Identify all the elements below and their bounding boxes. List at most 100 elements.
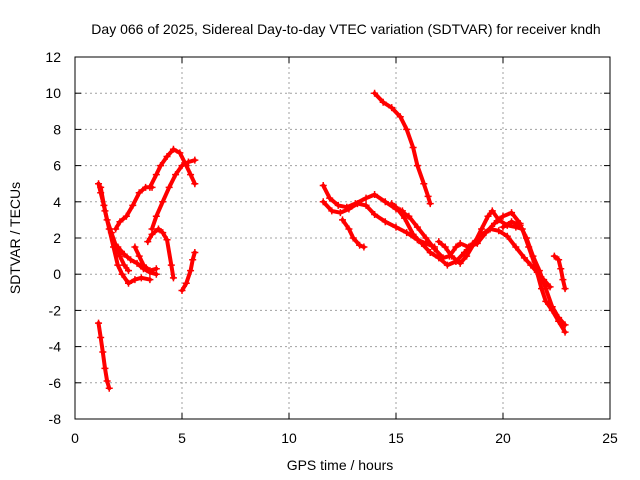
data-point (187, 267, 195, 275)
data-point (178, 162, 186, 170)
data-point (152, 265, 160, 273)
data-point (392, 203, 400, 211)
data-point (371, 191, 379, 199)
data-point (426, 248, 434, 256)
data-point (112, 225, 120, 233)
x-tick-label: 20 (495, 430, 511, 446)
data-point (135, 189, 143, 197)
data-point (103, 377, 111, 385)
data-point (463, 252, 471, 260)
data-point (163, 236, 171, 244)
data-point (499, 223, 507, 231)
data-point (101, 207, 109, 215)
data-point (413, 162, 421, 170)
data-point (405, 212, 413, 220)
y-tick-label: -2 (49, 302, 62, 318)
data-point (105, 225, 113, 233)
data-point (159, 198, 167, 206)
data-point (144, 238, 152, 246)
data-point (550, 252, 558, 260)
data-point (381, 198, 389, 206)
data-point (362, 194, 370, 202)
data-point (561, 321, 569, 329)
data-point (191, 156, 199, 164)
grid (75, 57, 610, 419)
data-point (426, 200, 434, 208)
data-point (516, 221, 524, 229)
series-track-18 (501, 219, 568, 327)
data-point (120, 250, 128, 258)
series-track-13 (340, 217, 366, 250)
data-point (401, 214, 409, 222)
y-tick-label: 12 (45, 49, 61, 65)
data-point (557, 265, 565, 273)
data-point (187, 171, 195, 179)
data-point (97, 334, 105, 342)
data-point (169, 274, 177, 282)
data-point (542, 297, 550, 305)
data-point (478, 225, 486, 233)
data-point (495, 227, 503, 235)
data-point (182, 279, 190, 287)
data-point (148, 225, 156, 233)
data-point (152, 212, 160, 220)
data-point (356, 241, 364, 249)
data-point (345, 205, 353, 213)
data-point (388, 104, 396, 112)
data-point (319, 182, 327, 190)
x-axis-label: GPS time / hours (287, 457, 394, 473)
data-point (137, 274, 145, 282)
x-tick-label: 15 (388, 430, 404, 446)
series-track-3 (98, 185, 152, 286)
data-point (125, 279, 132, 287)
y-tick-label: 8 (53, 121, 61, 137)
data-point (535, 267, 543, 275)
data-point (420, 180, 428, 188)
y-tick-label: -4 (49, 339, 62, 355)
data-point (392, 223, 400, 231)
data-point (488, 207, 496, 215)
data-point (184, 158, 192, 166)
data-point (546, 283, 554, 291)
series-track-6 (132, 245, 159, 273)
data-point (456, 239, 464, 247)
data-point (435, 254, 443, 262)
data-point (452, 243, 460, 251)
data-point (523, 234, 531, 242)
data-point (561, 328, 569, 336)
data-point (125, 267, 132, 275)
data-point (403, 229, 411, 237)
data-point (490, 220, 498, 228)
data-point (471, 238, 479, 246)
data-point (163, 153, 171, 161)
data-point (435, 238, 443, 246)
data-point (131, 276, 139, 284)
data-point (169, 145, 177, 153)
series-track-14 (372, 91, 433, 206)
chart-title: Day 066 of 2025, Sidereal Day-to-day VTE… (91, 21, 600, 37)
data-point (403, 125, 411, 133)
data-point (97, 183, 105, 191)
data-point (191, 248, 199, 256)
data-point (157, 162, 165, 170)
y-tick-label: 6 (53, 158, 61, 174)
data-point (353, 200, 361, 208)
data-point (542, 285, 550, 293)
data-point (154, 225, 162, 233)
data-point (512, 243, 520, 251)
data-point (508, 218, 516, 226)
data-point (120, 261, 128, 269)
x-tick-label: 10 (281, 430, 297, 446)
x-tick-label: 25 (602, 430, 618, 446)
data-point (371, 210, 379, 218)
data-point (328, 207, 336, 215)
x-tick-label: 5 (178, 430, 186, 446)
series-layer (95, 89, 569, 392)
data-point (396, 113, 404, 121)
data-point (326, 194, 334, 202)
data-point (129, 201, 137, 209)
data-point (146, 267, 154, 275)
series-track-17 (436, 208, 568, 335)
data-point (152, 171, 160, 179)
data-point (555, 314, 563, 322)
